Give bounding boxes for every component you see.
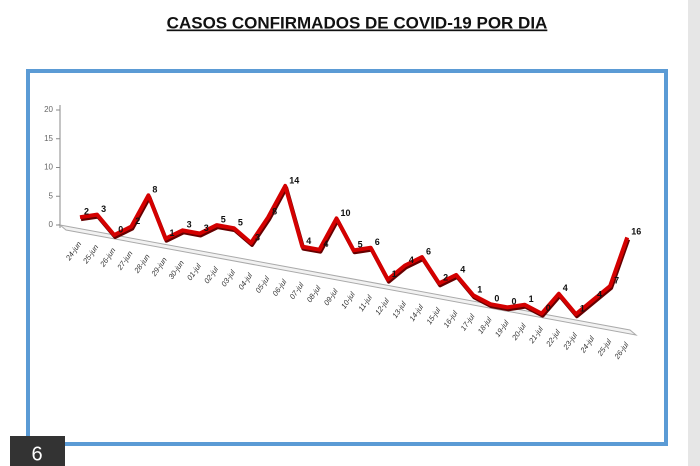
data-label: 8 [152, 185, 157, 195]
data-label: 1 [170, 228, 175, 238]
data-label: 3 [255, 232, 260, 242]
data-label: 0 [118, 224, 123, 234]
y-tick-label: 0 [49, 220, 54, 229]
chart-title: CASOS CONFIRMADOS DE COVID-19 POR DIA [167, 13, 548, 32]
data-label: 8 [272, 207, 277, 217]
data-label: 4 [409, 255, 414, 265]
data-label: 2 [443, 273, 448, 283]
data-label: 4 [597, 289, 602, 299]
data-label: 5 [358, 240, 363, 250]
data-label: 4 [306, 236, 311, 246]
y-tick-label: 15 [44, 134, 53, 143]
data-label: 6 [375, 237, 380, 247]
data-label: 6 [426, 246, 431, 256]
data-label: 1 [477, 285, 482, 295]
data-label: 4 [563, 283, 568, 293]
data-label: 10 [341, 208, 351, 218]
page-number: 6 [31, 443, 42, 465]
y-tick-label: 20 [44, 105, 53, 114]
data-label: 7 [614, 275, 619, 285]
data-label: 0 [546, 303, 551, 313]
data-label: 3 [187, 220, 192, 230]
data-label: 0 [494, 294, 499, 304]
y-tick-label: 5 [49, 191, 54, 200]
data-label: 2 [84, 207, 89, 217]
data-label: 2 [135, 216, 140, 226]
data-label: 4 [323, 239, 328, 249]
data-label: 1 [529, 294, 534, 304]
chart-frame [26, 69, 668, 446]
data-label: 3 [204, 223, 209, 233]
page-edge [688, 0, 700, 466]
data-label: 16 [631, 227, 641, 237]
data-label: 3 [101, 204, 106, 214]
data-label: 1 [392, 269, 397, 279]
series-line [79, 183, 630, 317]
page-number-box [10, 436, 65, 466]
floor [58, 224, 638, 336]
data-label: 14 [289, 175, 299, 185]
data-label: 4 [460, 264, 465, 274]
data-label: 5 [221, 214, 226, 224]
data-label: 1 [580, 304, 585, 314]
data-label: 5 [238, 218, 243, 228]
y-tick-label: 10 [44, 163, 53, 172]
data-label: 0 [512, 297, 517, 307]
